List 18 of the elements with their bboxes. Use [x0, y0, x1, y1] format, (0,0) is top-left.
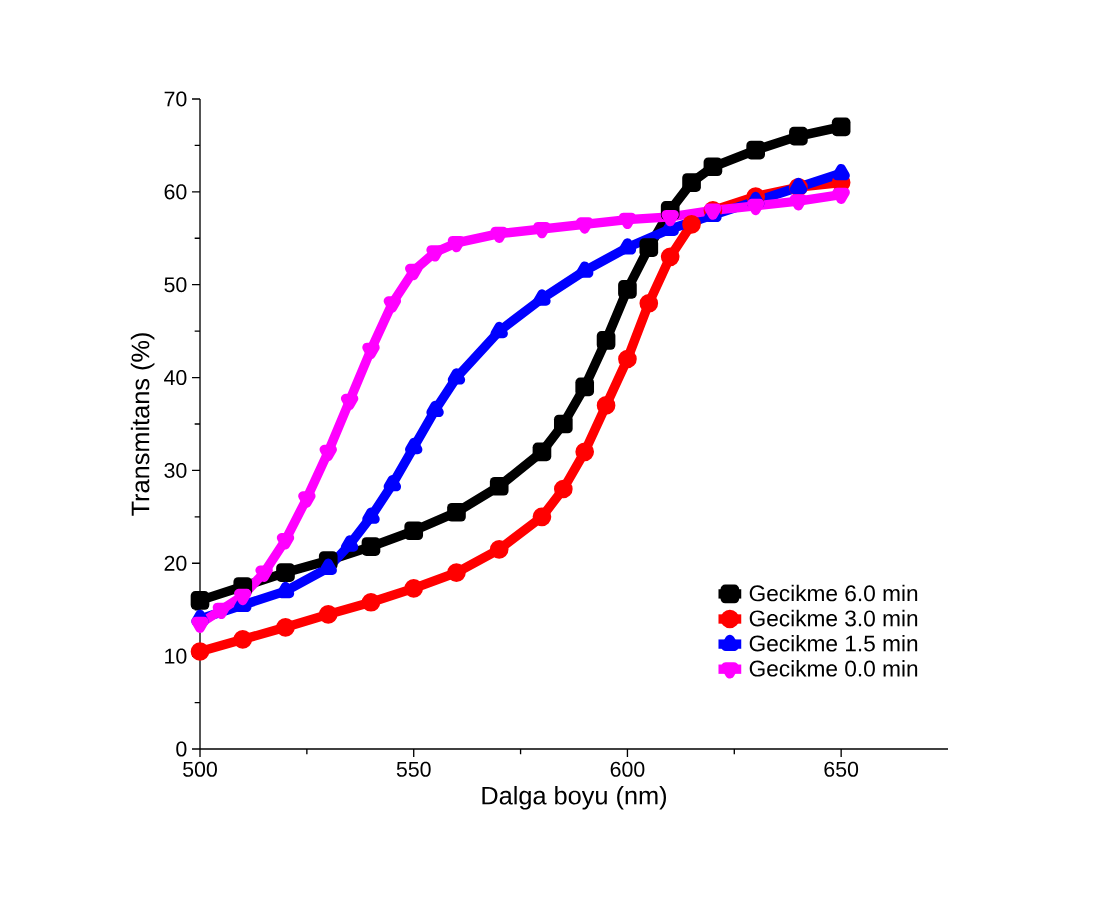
- y-tick-label: 60: [164, 184, 187, 200]
- y-tick-label: 0: [176, 741, 187, 757]
- y-tick-label: 40: [164, 370, 187, 386]
- x-axis-title: Dalga boyu (nm): [482, 785, 667, 810]
- legend-label: Gecikme 3.0 min: [749, 609, 918, 627]
- x-tick-label: 650: [824, 761, 859, 777]
- y-axis-title: Transmitans (%): [130, 333, 155, 516]
- legend-label: Gecikme 0.0 min: [749, 659, 918, 677]
- y-tick-label: 30: [164, 462, 187, 478]
- y-tick-label: 20: [164, 555, 187, 571]
- legend-label: Gecikme 1.5 min: [749, 634, 918, 652]
- x-tick-label: 600: [610, 761, 645, 777]
- x-tick-label: 550: [396, 761, 431, 777]
- x-tick-label: 500: [183, 761, 217, 777]
- y-tick-label: 10: [165, 648, 187, 664]
- legend-label: Gecikme 6.0 min: [749, 584, 918, 602]
- y-tick-label: 50: [164, 277, 187, 293]
- y-tick-label: 70: [164, 91, 187, 107]
